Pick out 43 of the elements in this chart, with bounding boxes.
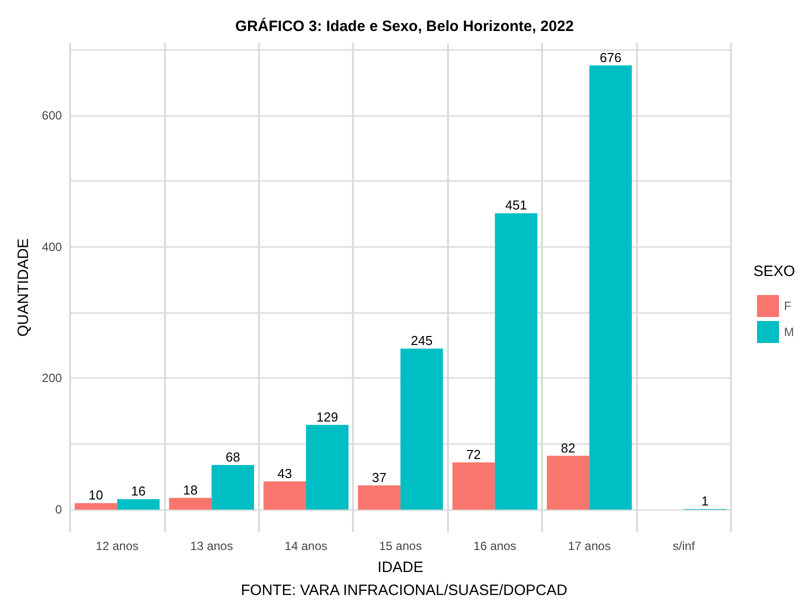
y-tick-label: 0: [55, 502, 62, 517]
bar: [452, 462, 495, 510]
data-label: 245: [410, 333, 433, 348]
data-label: 72: [466, 446, 481, 462]
y-tick-label: 200: [42, 371, 62, 386]
bar: [589, 65, 632, 510]
bar: [546, 456, 590, 510]
bar: [400, 348, 443, 510]
x-tick-label: 13 anos: [190, 539, 233, 553]
data-label: 676: [600, 50, 622, 65]
bar: [169, 498, 212, 510]
legend-label: M: [784, 325, 794, 339]
x-axis-title: IDADE: [378, 559, 424, 576]
bar: [74, 503, 118, 510]
x-tick-label: 14 anos: [284, 539, 328, 553]
bar: [494, 213, 538, 510]
legend-title: SEXO: [753, 263, 796, 280]
bar: [117, 499, 160, 510]
x-tick-label: 12 anos: [96, 539, 138, 553]
bar: [264, 481, 306, 510]
bar: [212, 464, 254, 510]
data-label: 129: [316, 409, 338, 424]
data-label: 1: [701, 493, 709, 508]
chart-title: GRÁFICO 3: Idade e Sexo, Belo Horizonte, 2022: [235, 17, 574, 35]
y-axis-title: QUANTIDADE: [15, 238, 32, 337]
data-label: 82: [560, 440, 576, 456]
x-tick-label: 17 anos: [568, 539, 611, 553]
y-tick-label: 600: [42, 108, 62, 122]
data-label: 37: [372, 470, 386, 485]
data-label: 16: [131, 484, 146, 499]
bar: [358, 485, 400, 510]
y-tick-label: 400: [42, 240, 62, 254]
data-label: 43: [278, 466, 292, 481]
x-tick-label: 16 anos: [474, 539, 516, 553]
x-tick-label: s/inf: [672, 539, 696, 553]
bar: [306, 424, 349, 510]
data-label: 451: [505, 198, 527, 213]
x-tick-label: 15 anos: [379, 539, 422, 553]
data-label: 68: [226, 449, 240, 464]
data-label: 10: [88, 488, 104, 503]
legend-label: F: [784, 299, 792, 313]
source-note: FONTE: VARA INFRACIONAL/SUASE/DOPCAD: [240, 582, 568, 599]
data-label: 18: [183, 482, 198, 498]
